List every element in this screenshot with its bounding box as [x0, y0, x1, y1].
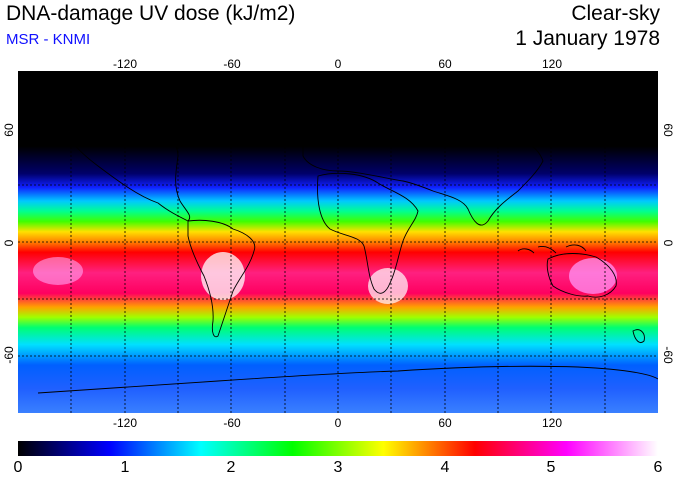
lon-label-top: 120 [541, 57, 563, 71]
lon-label-bottom: 60 [438, 416, 452, 430]
colorbar-tick: 2 [226, 459, 236, 476]
colorbar-tick: 6 [653, 459, 663, 476]
hotspot-pacific [33, 257, 83, 285]
colorbar-tick: 3 [333, 459, 343, 476]
lon-label-bottom: 120 [541, 416, 563, 430]
colorbar-tick: 0 [13, 459, 23, 476]
map-title: DNA-damage UV dose (kJ/m2) [6, 2, 296, 25]
lon-label-top: -120 [112, 57, 138, 71]
lat-label-left: -60 [2, 346, 16, 364]
lat-label-right: 60 [661, 123, 675, 137]
colorbar-tick: 1 [120, 459, 130, 476]
graticule [18, 71, 658, 413]
lon-label-top: -60 [223, 57, 241, 71]
lon-label-bottom: 0 [334, 416, 342, 430]
hotspot-southern-africa [368, 268, 408, 304]
lat-label-left: 60 [2, 123, 16, 137]
lat-label-right: 0 [661, 239, 675, 247]
data-source: MSR - KNMI [6, 31, 91, 48]
lat-label-right: -60 [661, 346, 675, 364]
map-date: 1 January 1978 [515, 27, 660, 50]
lon-label-top: 0 [334, 57, 342, 71]
lon-label-bottom: -60 [223, 416, 241, 430]
colorbar-tick: 5 [546, 459, 556, 476]
lon-label-bottom: -120 [112, 416, 138, 430]
hotspot-australia [569, 258, 617, 294]
hotspot-south-america [201, 252, 245, 300]
colorbar [18, 441, 658, 456]
colorbar-tick: 4 [440, 459, 450, 476]
sky-condition: Clear-sky [571, 2, 660, 25]
coastlines [37, 108, 658, 394]
lon-label-top: 60 [438, 57, 452, 71]
uv-dose-map [18, 71, 658, 413]
lat-label-left: 0 [2, 239, 16, 247]
